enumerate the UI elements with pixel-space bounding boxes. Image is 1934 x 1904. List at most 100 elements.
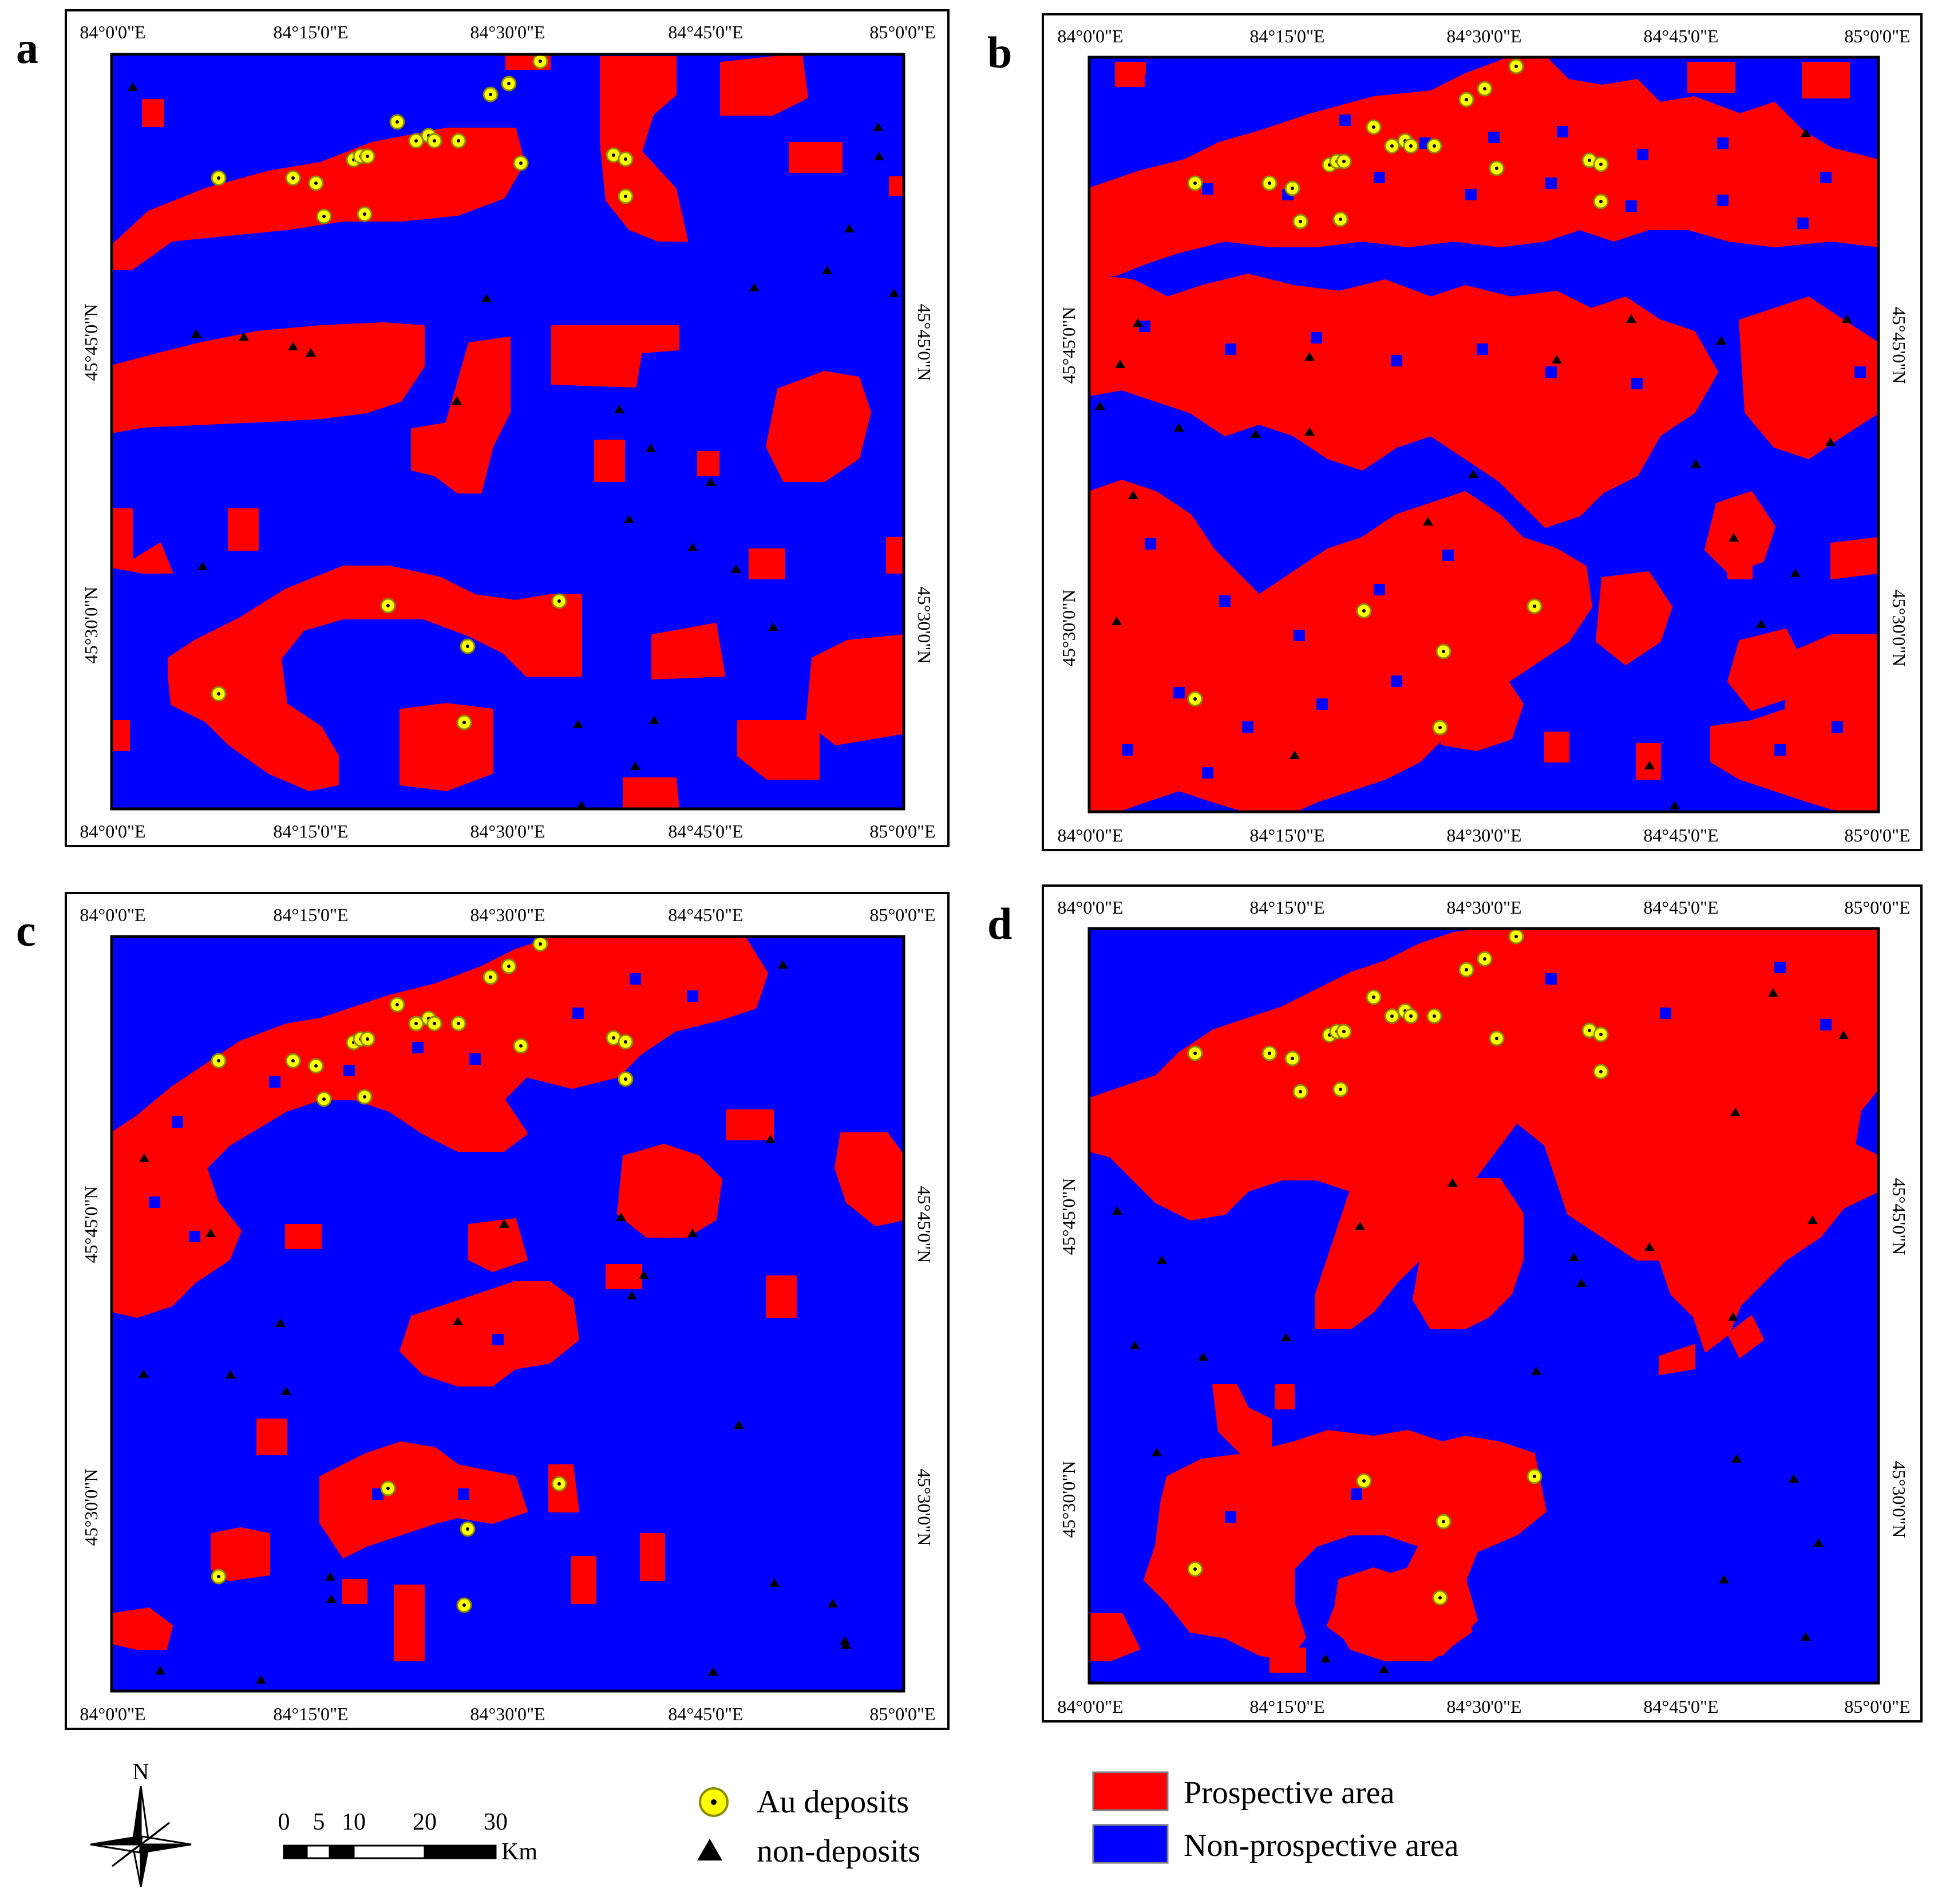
panel-a: a — [16, 9, 950, 847]
au-deposit-marker — [1458, 92, 1474, 108]
panel-b-prospective-areas — [1089, 57, 1878, 812]
panel-d-bottom-ticks: 84°0'0"E 84°15'0"E 84°30'0"E 84°45'0"E 8… — [1057, 1696, 1910, 1717]
prospective-swatch — [1092, 1771, 1169, 1811]
lat-tick-label: 45°45'0"N — [81, 304, 101, 381]
panel-c: c — [16, 892, 950, 1730]
non-deposit-marker — [281, 1386, 291, 1395]
au-deposit-marker — [1489, 160, 1505, 176]
lat-tick-label: 45°30'0"N — [914, 1469, 935, 1546]
non-deposit-marker — [844, 224, 855, 232]
non-deposit-marker — [139, 1154, 149, 1162]
panel-c-au-deposits — [211, 936, 634, 1613]
au-deposit-marker — [285, 1053, 301, 1069]
non-deposit-marker — [1768, 988, 1778, 997]
panel-d-frame — [1042, 884, 1923, 1723]
non-deposit-marker — [1838, 1030, 1849, 1039]
lon-tick-label: 84°30'0"E — [470, 821, 545, 842]
au-deposit-marker — [1187, 1561, 1203, 1577]
au-deposit-marker — [501, 958, 517, 974]
panel-b: b — [987, 13, 1923, 851]
lon-tick-label: 84°15'0"E — [273, 1704, 348, 1724]
non-deposit-marker — [828, 1599, 838, 1607]
non-deposit-marker — [1304, 427, 1315, 436]
lat-tick-label: 45°30'0"N — [1889, 590, 1909, 667]
au-deposit-marker — [513, 1038, 529, 1054]
non-deposit-marker — [646, 444, 656, 452]
panel-b-map-border — [1087, 56, 1880, 813]
non-deposit-marker — [1716, 336, 1726, 345]
non-deposit-marker — [1808, 1215, 1818, 1224]
non-deposit-marker — [1731, 1454, 1742, 1463]
lon-tick-label: 85°0'0"E — [869, 904, 935, 925]
lat-tick-label: 45°45'0"N — [1058, 1178, 1079, 1255]
au-deposit-marker — [450, 133, 466, 149]
non-deposit-marker — [139, 1369, 149, 1378]
lon-tick-label: 84°45'0"E — [668, 821, 743, 842]
au-deposit-marker — [316, 208, 332, 224]
panel-d-letter: d — [987, 899, 1012, 949]
au-deposit-marker — [1593, 193, 1609, 210]
non-deposit-marker — [1644, 1242, 1655, 1251]
au-deposit-marker — [1508, 58, 1524, 74]
au-deposit-marker — [1336, 1024, 1352, 1040]
scale-label: 5 — [313, 1809, 325, 1835]
au-deposit-marker — [618, 1034, 634, 1050]
non-deposit-marker — [874, 152, 884, 160]
panel-c-prospective-areas — [112, 937, 904, 1661]
au-deposit-marker — [1384, 1008, 1400, 1024]
non-deposit-marker — [1198, 1352, 1208, 1361]
non-deposit-marker — [1115, 360, 1125, 368]
lon-tick-label: 85°0'0"E — [869, 22, 935, 42]
panel-d-blue-speckles — [1191, 929, 1832, 1523]
panel-a-non-deposits — [128, 82, 899, 809]
non-deposit-marker — [768, 622, 778, 631]
panel-c-bottom-ticks: 84°0'0"E 84°15'0"E 84°30'0"E 84°45'0"E 8… — [80, 1704, 935, 1724]
panel-d-map-border — [1087, 927, 1880, 1685]
scale-label: 10 — [342, 1809, 366, 1835]
au-deposit-marker — [551, 1476, 567, 1492]
au-deposit-marker — [1477, 81, 1493, 97]
non-deposit-marker — [1789, 1474, 1799, 1483]
au-deposit-marker — [426, 133, 442, 149]
lat-tick-label: 45°30'0"N — [81, 1469, 101, 1546]
au-deposit-marker — [211, 170, 227, 186]
au-deposit-marker — [450, 1016, 466, 1032]
legend-non-deposits-label: non-deposits — [757, 1834, 920, 1869]
au-deposit-marker — [1284, 1050, 1300, 1066]
non-deposit-marker — [197, 562, 208, 570]
au-deposit-marker — [357, 1089, 373, 1105]
scale-label: 30 — [484, 1809, 508, 1835]
au-deposit-marker — [1508, 929, 1524, 945]
non-deposit-marker — [841, 1640, 851, 1649]
au-deposit-marker — [1292, 1084, 1308, 1100]
non-deposit-marker — [288, 342, 298, 350]
lon-tick-label: 84°30'0"E — [470, 1704, 545, 1724]
non-deposit-marker — [128, 82, 138, 91]
panel-b-frame — [1042, 13, 1923, 851]
au-deposit-marker — [482, 969, 499, 985]
lat-tick-label: 45°30'0"N — [81, 587, 101, 664]
scale-unit: Km — [501, 1839, 537, 1865]
scale-bar: 0 5 10 20 30 Km — [278, 1809, 538, 1865]
panel-d-right-ticks: 45°45'0"N 45°30'0"N — [1889, 1178, 1909, 1538]
panel-a-right-ticks: 45°45'0"N 45°30'0"N — [914, 304, 935, 664]
non-deposit-marker — [1801, 128, 1811, 137]
au-deposit-marker — [1489, 1030, 1505, 1046]
lon-tick-label: 85°0'0"E — [869, 821, 935, 842]
non-deposit-marker — [889, 289, 899, 297]
au-deposit-marker — [1403, 138, 1419, 154]
non-deposit-marker — [749, 283, 760, 291]
au-deposit-marker — [551, 593, 567, 609]
au-deposit-marker — [211, 1569, 227, 1585]
au-deposit-marker — [1458, 962, 1474, 978]
au-deposit-legend-icon — [699, 1787, 729, 1817]
au-deposit-marker — [308, 1058, 324, 1074]
non-deposit-marker — [687, 1228, 698, 1237]
non-deposit-marker — [1379, 1665, 1389, 1673]
non-deposit-marker — [1719, 1575, 1729, 1583]
au-deposit-marker — [389, 114, 405, 130]
non-deposit-marker — [499, 1219, 509, 1228]
lon-tick-label: 84°0'0"E — [1057, 26, 1123, 46]
non-deposit-marker — [191, 329, 201, 338]
au-deposit-marker — [618, 151, 634, 167]
